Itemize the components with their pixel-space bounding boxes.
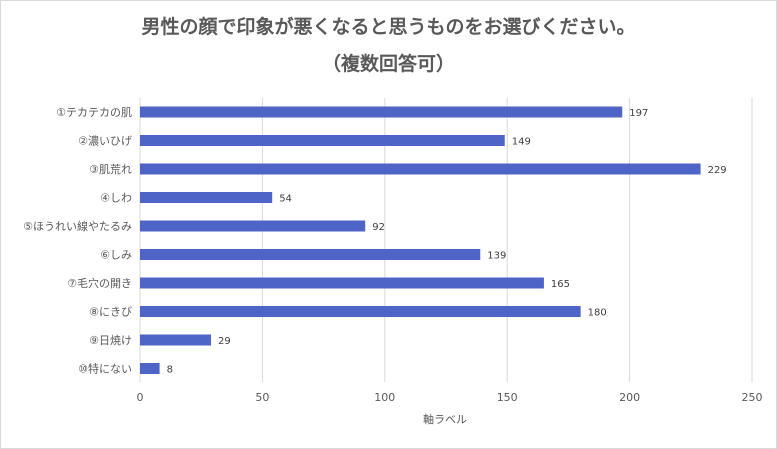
- category-label: ⑥しみ: [100, 249, 132, 262]
- data-label: 149: [512, 137, 531, 148]
- category-labels: ①テカテカの肌 ②濃いひげ ③肌荒れ ④しわ ⑤ほうれい線やたるみ ⑥しみ ⑦毛穴の開き ⑧に…: [23, 106, 132, 376]
- x-tick-label: 100: [374, 391, 395, 404]
- bar-series: [140, 106, 701, 374]
- x-tick-labels: 0 50 100 150 200 250: [137, 391, 763, 404]
- category-label: ④しわ: [100, 192, 132, 205]
- category-label: ⑧にきび: [89, 306, 132, 319]
- chart-subtitle: （複数回答可）: [321, 53, 455, 75]
- data-label: 229: [708, 165, 727, 176]
- bar: [140, 192, 273, 203]
- bar: [140, 220, 366, 232]
- bar: [140, 306, 581, 317]
- category-label: ⑩特にない: [78, 362, 132, 376]
- data-label: 8: [167, 365, 173, 376]
- data-label: 54: [279, 194, 292, 205]
- category-label: ⑤ほうれい線やたるみ: [23, 219, 132, 233]
- bar: [140, 163, 701, 175]
- bar: [140, 334, 211, 346]
- data-label: 29: [218, 336, 231, 347]
- bar: [140, 363, 160, 374]
- x-tick-label: 250: [742, 391, 763, 404]
- data-label: 92: [372, 222, 385, 233]
- category-label: ③肌荒れ: [89, 163, 132, 176]
- bar: [140, 249, 481, 260]
- x-axis-label: 軸ラベル: [423, 412, 467, 426]
- x-tick-label: 150: [497, 391, 518, 404]
- x-tick-label: 200: [619, 391, 640, 404]
- x-tick-label: 50: [255, 391, 269, 404]
- x-tick-label: 0: [137, 391, 144, 404]
- category-label: ⑨日焼け: [89, 334, 132, 347]
- chart-title: 男性の顔で印象が悪くなると思うものをお選びください。: [141, 16, 636, 38]
- category-label: ⑦毛穴の開き: [67, 276, 132, 290]
- data-label: 197: [629, 108, 648, 119]
- data-labels: 197 149 229 54 92 139 165 180 29 8: [167, 108, 727, 376]
- data-label: 180: [588, 308, 607, 319]
- category-label: ①テカテカの肌: [56, 106, 132, 119]
- category-label: ②濃いひげ: [78, 134, 132, 148]
- data-label: 139: [487, 251, 506, 262]
- bar: [140, 135, 505, 146]
- data-label: 165: [551, 279, 570, 290]
- bar: [140, 106, 623, 118]
- bar: [140, 277, 544, 289]
